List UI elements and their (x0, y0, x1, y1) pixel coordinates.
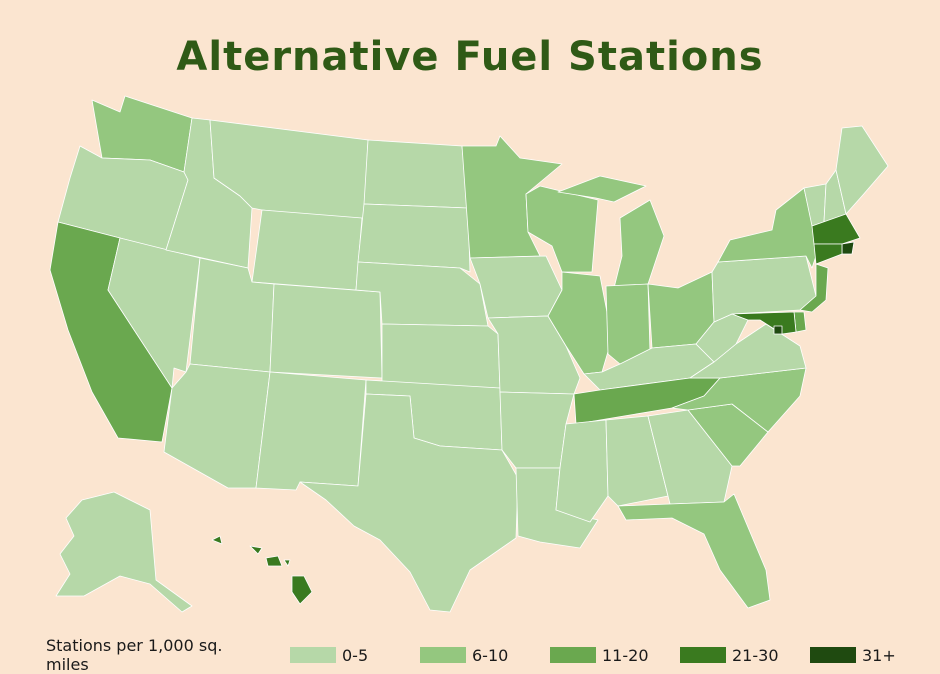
state-ny (717, 187, 819, 269)
legend: Stations per 1,000 sq. miles 0-5 6-10 11… (46, 636, 940, 674)
legend-label: 6-10 (472, 645, 509, 665)
state-ga (647, 409, 733, 505)
state-dc (773, 325, 783, 335)
legend-item-31-plus: 31+ (810, 646, 922, 665)
state-ct (813, 243, 843, 265)
legend-label: 21-30 (732, 645, 779, 665)
state-ks (381, 323, 501, 389)
legend-swatch (810, 647, 856, 663)
legend-label: 0-5 (342, 645, 369, 665)
legend-item-21-30: 21-30 (680, 646, 792, 665)
legend-swatch (420, 647, 466, 663)
legend-item-11-20: 11-20 (550, 646, 662, 665)
state-nm (255, 371, 367, 491)
state-wy (251, 209, 363, 291)
state-ak (55, 491, 193, 613)
state-me (835, 125, 889, 215)
legend-swatch (680, 647, 726, 663)
state-sd (357, 203, 471, 273)
state-nd (363, 139, 469, 209)
legend-title: Stations per 1,000 sq. miles (46, 636, 223, 674)
state-co (269, 283, 383, 379)
state-ma (811, 213, 861, 245)
state-hi (211, 535, 313, 605)
state-tx (299, 393, 519, 613)
state-nj (799, 263, 829, 313)
state-al (605, 415, 669, 507)
state-fl (617, 493, 771, 609)
state-wi (525, 185, 599, 273)
state-az (163, 363, 271, 489)
map-title: Alternative Fuel Stations (176, 34, 764, 80)
legend-swatch (550, 647, 596, 663)
legend-label: 11-20 (602, 645, 649, 665)
legend-item-0-5: 0-5 (290, 646, 402, 665)
legend-label: 31+ (862, 645, 896, 665)
legend-swatch (290, 647, 336, 663)
legend-item-6-10: 6-10 (420, 646, 532, 665)
state-ri (841, 241, 855, 255)
